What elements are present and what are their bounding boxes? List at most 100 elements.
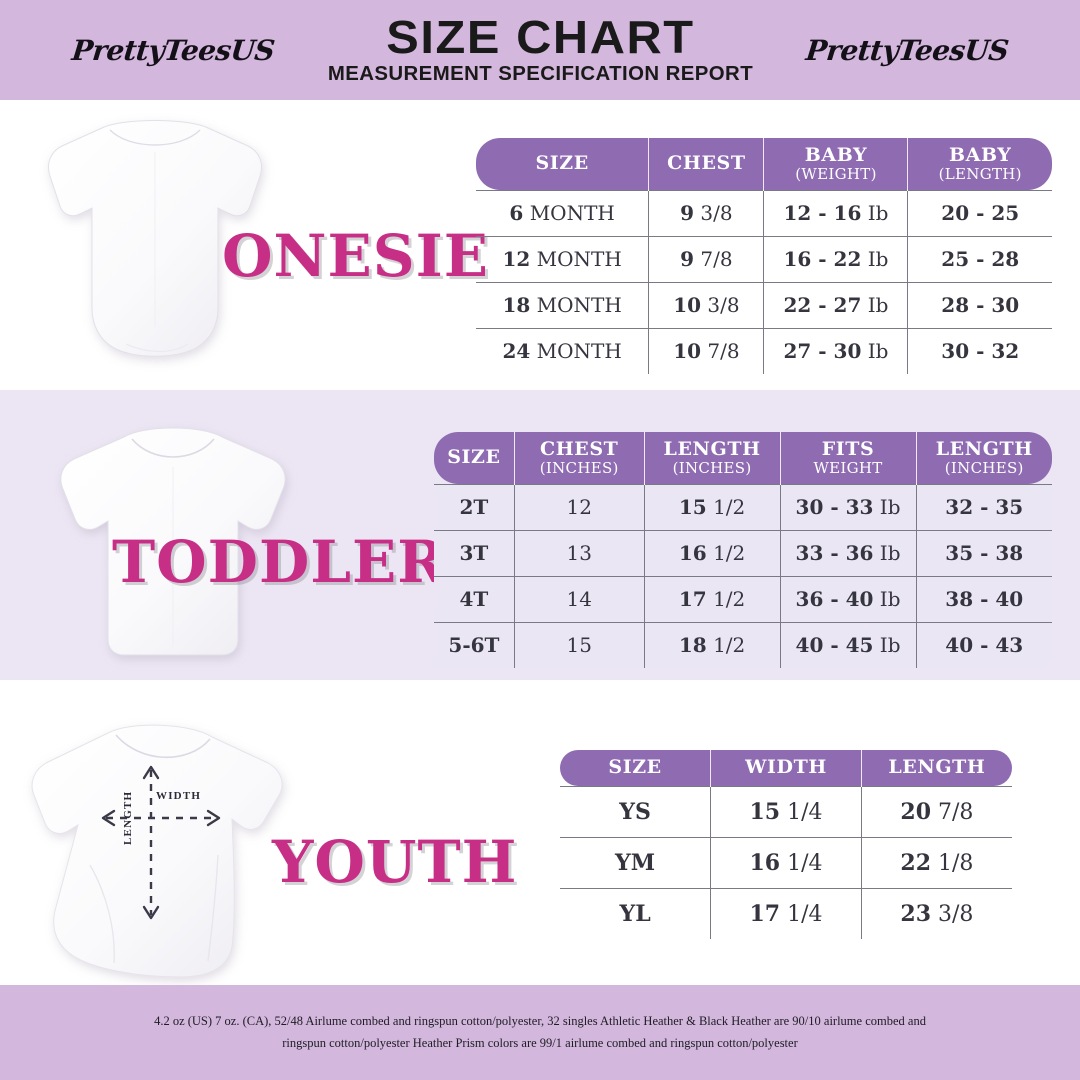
cell-value: 22 - 27 bbox=[783, 293, 862, 318]
cell-unit: 3/8 bbox=[931, 901, 974, 927]
cell-unit: 1/2 bbox=[706, 633, 746, 658]
cell-value: 17 bbox=[749, 900, 781, 927]
column-header-unit: WEIGHT bbox=[813, 458, 883, 477]
table-cell: 18 1/2 bbox=[643, 621, 781, 669]
table-cell: 20 7/8 bbox=[860, 785, 1012, 838]
table-cell: 13 bbox=[513, 529, 645, 577]
cell-value: 24 bbox=[502, 339, 531, 364]
table-cell: 14 bbox=[513, 575, 645, 623]
column-header-width-1: WIDTH bbox=[710, 750, 862, 787]
table-cell: 22 - 27 Ib bbox=[763, 281, 908, 329]
cell-value: 10 bbox=[673, 339, 702, 364]
table-cell: 25 - 28 bbox=[907, 235, 1052, 283]
table-cell: 23 3/8 bbox=[860, 887, 1012, 939]
column-header-length-4: LENGTH (INCHES) bbox=[915, 432, 1052, 485]
table-cell: 12 MONTH bbox=[476, 235, 649, 283]
column-header-unit: (INCHES) bbox=[944, 458, 1024, 477]
table-cell: 4T bbox=[434, 575, 515, 623]
table-cell: 20 - 25 bbox=[907, 189, 1052, 237]
table-cell: 6 MONTH bbox=[476, 189, 649, 237]
cell-value: 9 bbox=[680, 247, 695, 272]
footer-disclaimer: 4.2 oz (US) 7 oz. (CA), 52/48 Airlume co… bbox=[0, 985, 1080, 1080]
cell-value: 40 - 43 bbox=[945, 633, 1024, 658]
cell-value: 23 bbox=[900, 900, 932, 927]
table-cell: 12 bbox=[513, 483, 645, 531]
table-cell: 33 - 36 Ib bbox=[779, 529, 916, 577]
cell-unit: 7/8 bbox=[931, 799, 974, 825]
cell-unit: Ib bbox=[873, 633, 901, 658]
table-cell: 40 - 45 Ib bbox=[779, 621, 916, 669]
cell-value: 36 - 40 bbox=[795, 587, 874, 612]
column-header-size-0: SIZE bbox=[434, 432, 514, 484]
table-row: 3T 13 16 1/2 33 - 36 Ib 35 - 38 bbox=[434, 529, 1052, 577]
cell-value: 9 bbox=[680, 201, 695, 226]
table-cell: 17 1/4 bbox=[710, 887, 862, 939]
cell-value: 12 bbox=[502, 247, 531, 272]
column-header-unit: (LENGTH) bbox=[938, 164, 1022, 183]
cell-unit: Ib bbox=[861, 293, 889, 318]
youth-tshirt-image bbox=[20, 715, 310, 983]
cell-value: 16 - 22 bbox=[783, 247, 862, 272]
table-cell: 36 - 40 Ib bbox=[779, 575, 916, 623]
table-cell: 22 1/8 bbox=[860, 836, 1012, 889]
cell-value: 6 bbox=[509, 201, 524, 226]
cell-value: 30 - 33 bbox=[795, 495, 874, 520]
size-table-youth: SIZE WIDTH LENGTH YS 15 1/4 20 7/8 YM 16 1/4 22 … bbox=[560, 750, 1012, 939]
cell-value: 35 - 38 bbox=[945, 541, 1024, 566]
table-cell: 12 - 16 Ib bbox=[763, 189, 908, 237]
column-header-unit: (INCHES) bbox=[672, 458, 752, 477]
table-cell: 9 3/8 bbox=[648, 189, 764, 237]
column-header-main: CHEST bbox=[667, 152, 746, 175]
cell-value: 17 bbox=[678, 587, 707, 612]
table-cell: 38 - 40 bbox=[915, 575, 1052, 623]
brand-logo-left: PrettyTeesUS bbox=[70, 33, 276, 67]
footer-line-1: 4.2 oz (US) 7 oz. (CA), 52/48 Airlume co… bbox=[154, 1013, 926, 1028]
cell-value: 20 bbox=[900, 798, 932, 825]
column-header-main: LENGTH bbox=[663, 438, 761, 460]
page-title: SIZE CHART bbox=[385, 10, 695, 63]
section-title-youth: YOUTH bbox=[272, 828, 518, 896]
cell-unit: 15 bbox=[566, 633, 592, 658]
column-header-main: SIZE bbox=[608, 756, 662, 778]
cell-unit: Ib bbox=[873, 495, 901, 520]
table-row: 5-6T 15 18 1/2 40 - 45 Ib 40 - 43 bbox=[434, 621, 1052, 669]
footer-line-2: ringspun cotton/polyester Heather Prism … bbox=[282, 1035, 798, 1050]
cell-unit: 12 bbox=[566, 495, 592, 520]
table-cell: 9 7/8 bbox=[648, 235, 764, 283]
table-row: 4T 14 17 1/2 36 - 40 Ib 38 - 40 bbox=[434, 575, 1052, 623]
cell-unit: 7/8 bbox=[701, 339, 740, 364]
table-cell: 35 - 38 bbox=[915, 529, 1052, 577]
table-youth: SIZE WIDTH LENGTH YS 15 1/4 20 7/8 YM 16 1/4 22 … bbox=[560, 750, 1012, 939]
cell-value: YS bbox=[619, 798, 651, 825]
column-header-length-2: LENGTH (INCHES) bbox=[643, 432, 781, 485]
column-header-main: BABY bbox=[948, 144, 1012, 166]
cell-value: YL bbox=[619, 900, 651, 927]
table-cell: 15 1/2 bbox=[643, 483, 781, 531]
brand-logo-right: PrettyTeesUS bbox=[804, 33, 1010, 67]
cell-value: 20 - 25 bbox=[941, 201, 1020, 226]
cell-unit: Ib bbox=[873, 541, 901, 566]
table-row: 6 MONTH 9 3/8 12 - 16 Ib 20 - 25 bbox=[476, 189, 1052, 237]
column-header-fits-3: FITS WEIGHT bbox=[779, 432, 916, 485]
table-cell: YS bbox=[560, 785, 711, 838]
size-table-toddler: SIZE CHEST (INCHES) LENGTH (INCHES) FITS WEIGH… bbox=[434, 432, 1052, 669]
cell-value: 2T bbox=[459, 495, 489, 520]
column-header-main: SIZE bbox=[535, 152, 589, 175]
column-header-size-0: SIZE bbox=[560, 750, 711, 786]
column-header-unit: (WEIGHT) bbox=[795, 164, 877, 183]
header-center: SIZE CHART MEASUREMENT SPECIFICATION REP… bbox=[327, 13, 752, 87]
table-cell: YL bbox=[560, 887, 711, 939]
cell-unit: MONTH bbox=[530, 247, 622, 272]
cell-value: 28 - 30 bbox=[941, 293, 1020, 318]
table-cell: 3T bbox=[434, 529, 515, 577]
cell-value: 38 - 40 bbox=[945, 587, 1024, 612]
cell-unit: 1/2 bbox=[706, 541, 746, 566]
table-cell: 18 MONTH bbox=[476, 281, 649, 329]
cell-unit: 1/2 bbox=[706, 495, 746, 520]
onesie-garment-image bbox=[30, 112, 280, 374]
cell-value: 16 bbox=[749, 849, 781, 876]
column-header-baby-3: BABY (LENGTH) bbox=[907, 138, 1052, 191]
cell-value: 10 bbox=[673, 293, 702, 318]
cell-value: 4T bbox=[459, 587, 489, 612]
